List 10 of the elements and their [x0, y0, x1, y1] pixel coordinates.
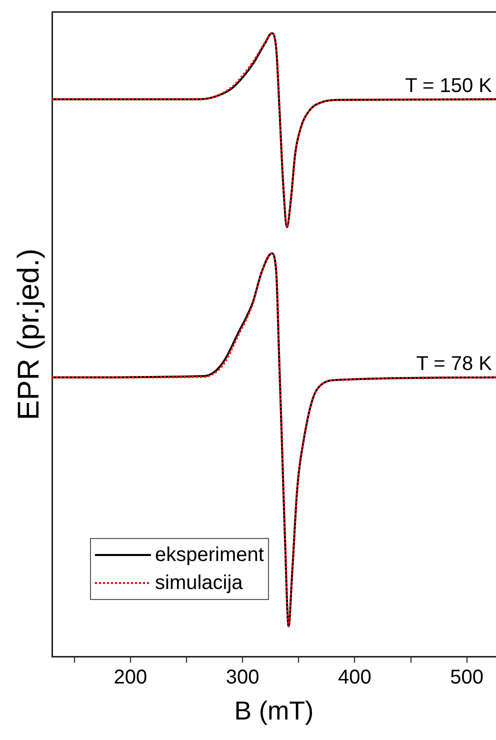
y-axis-title: EPR (pr.jed.)	[12, 248, 46, 420]
annotation: T = 150 K	[405, 74, 493, 97]
x-tick-label: 500	[450, 666, 484, 688]
legend-label: eksperiment	[155, 543, 264, 568]
x-tick-label: 200	[114, 666, 148, 688]
annotation: T = 78 K	[416, 352, 493, 375]
x-tick-label: 400	[338, 666, 372, 688]
legend-label: simulacija	[155, 571, 243, 596]
x-tick-label: 300	[226, 666, 260, 688]
x-axis-title: B (mT)	[234, 696, 314, 726]
